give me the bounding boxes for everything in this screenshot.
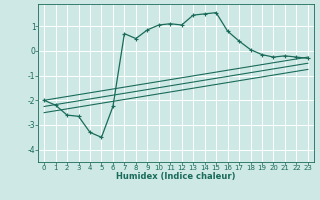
X-axis label: Humidex (Indice chaleur): Humidex (Indice chaleur) [116, 172, 236, 181]
